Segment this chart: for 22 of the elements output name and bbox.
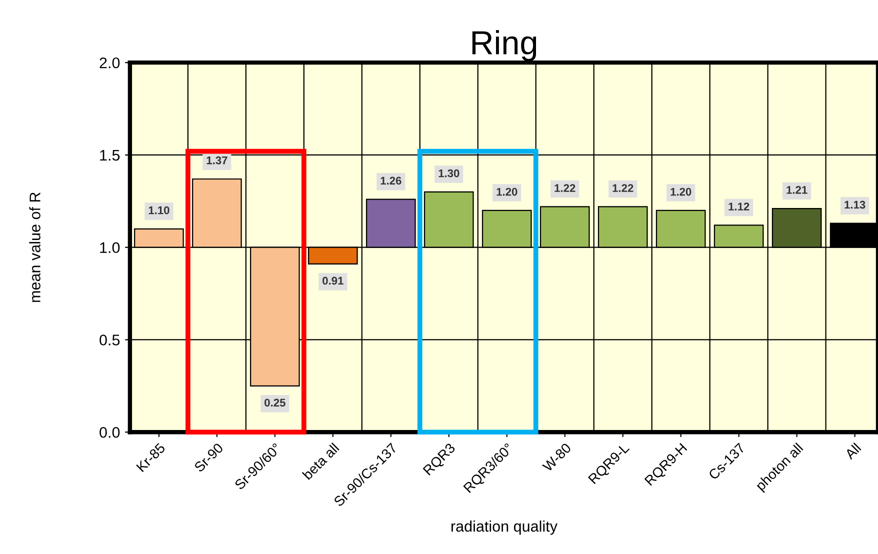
data-label: 1.21 <box>786 186 808 194</box>
y-tick-label: 1.0 <box>100 242 120 254</box>
data-label: 1.10 <box>148 206 170 214</box>
y-axis-title: mean value of R <box>29 192 40 302</box>
data-label: 1.13 <box>844 200 866 209</box>
data-label: 1.30 <box>438 169 460 178</box>
data-label: 1.37 <box>206 156 228 164</box>
y-tick-label: 1.5 <box>100 150 120 161</box>
y-tick-label: 2.0 <box>100 57 120 68</box>
x-axis-title: radiation quality <box>451 520 558 535</box>
x-tick-label: All <box>844 442 862 460</box>
data-label: 0.25 <box>264 398 286 407</box>
data-label: 0.91 <box>322 276 344 285</box>
data-label: 1.20 <box>496 188 518 196</box>
data-label: 1.26 <box>380 176 402 185</box>
data-label: 1.22 <box>554 184 576 192</box>
y-tick-label: 0.0 <box>100 426 120 438</box>
y-tick-label: 0.5 <box>100 334 120 346</box>
data-label: 1.20 <box>670 188 692 196</box>
chart-title: Ring <box>472 30 536 62</box>
data-label: 1.22 <box>612 184 634 192</box>
data-label: 1.12 <box>728 202 750 210</box>
